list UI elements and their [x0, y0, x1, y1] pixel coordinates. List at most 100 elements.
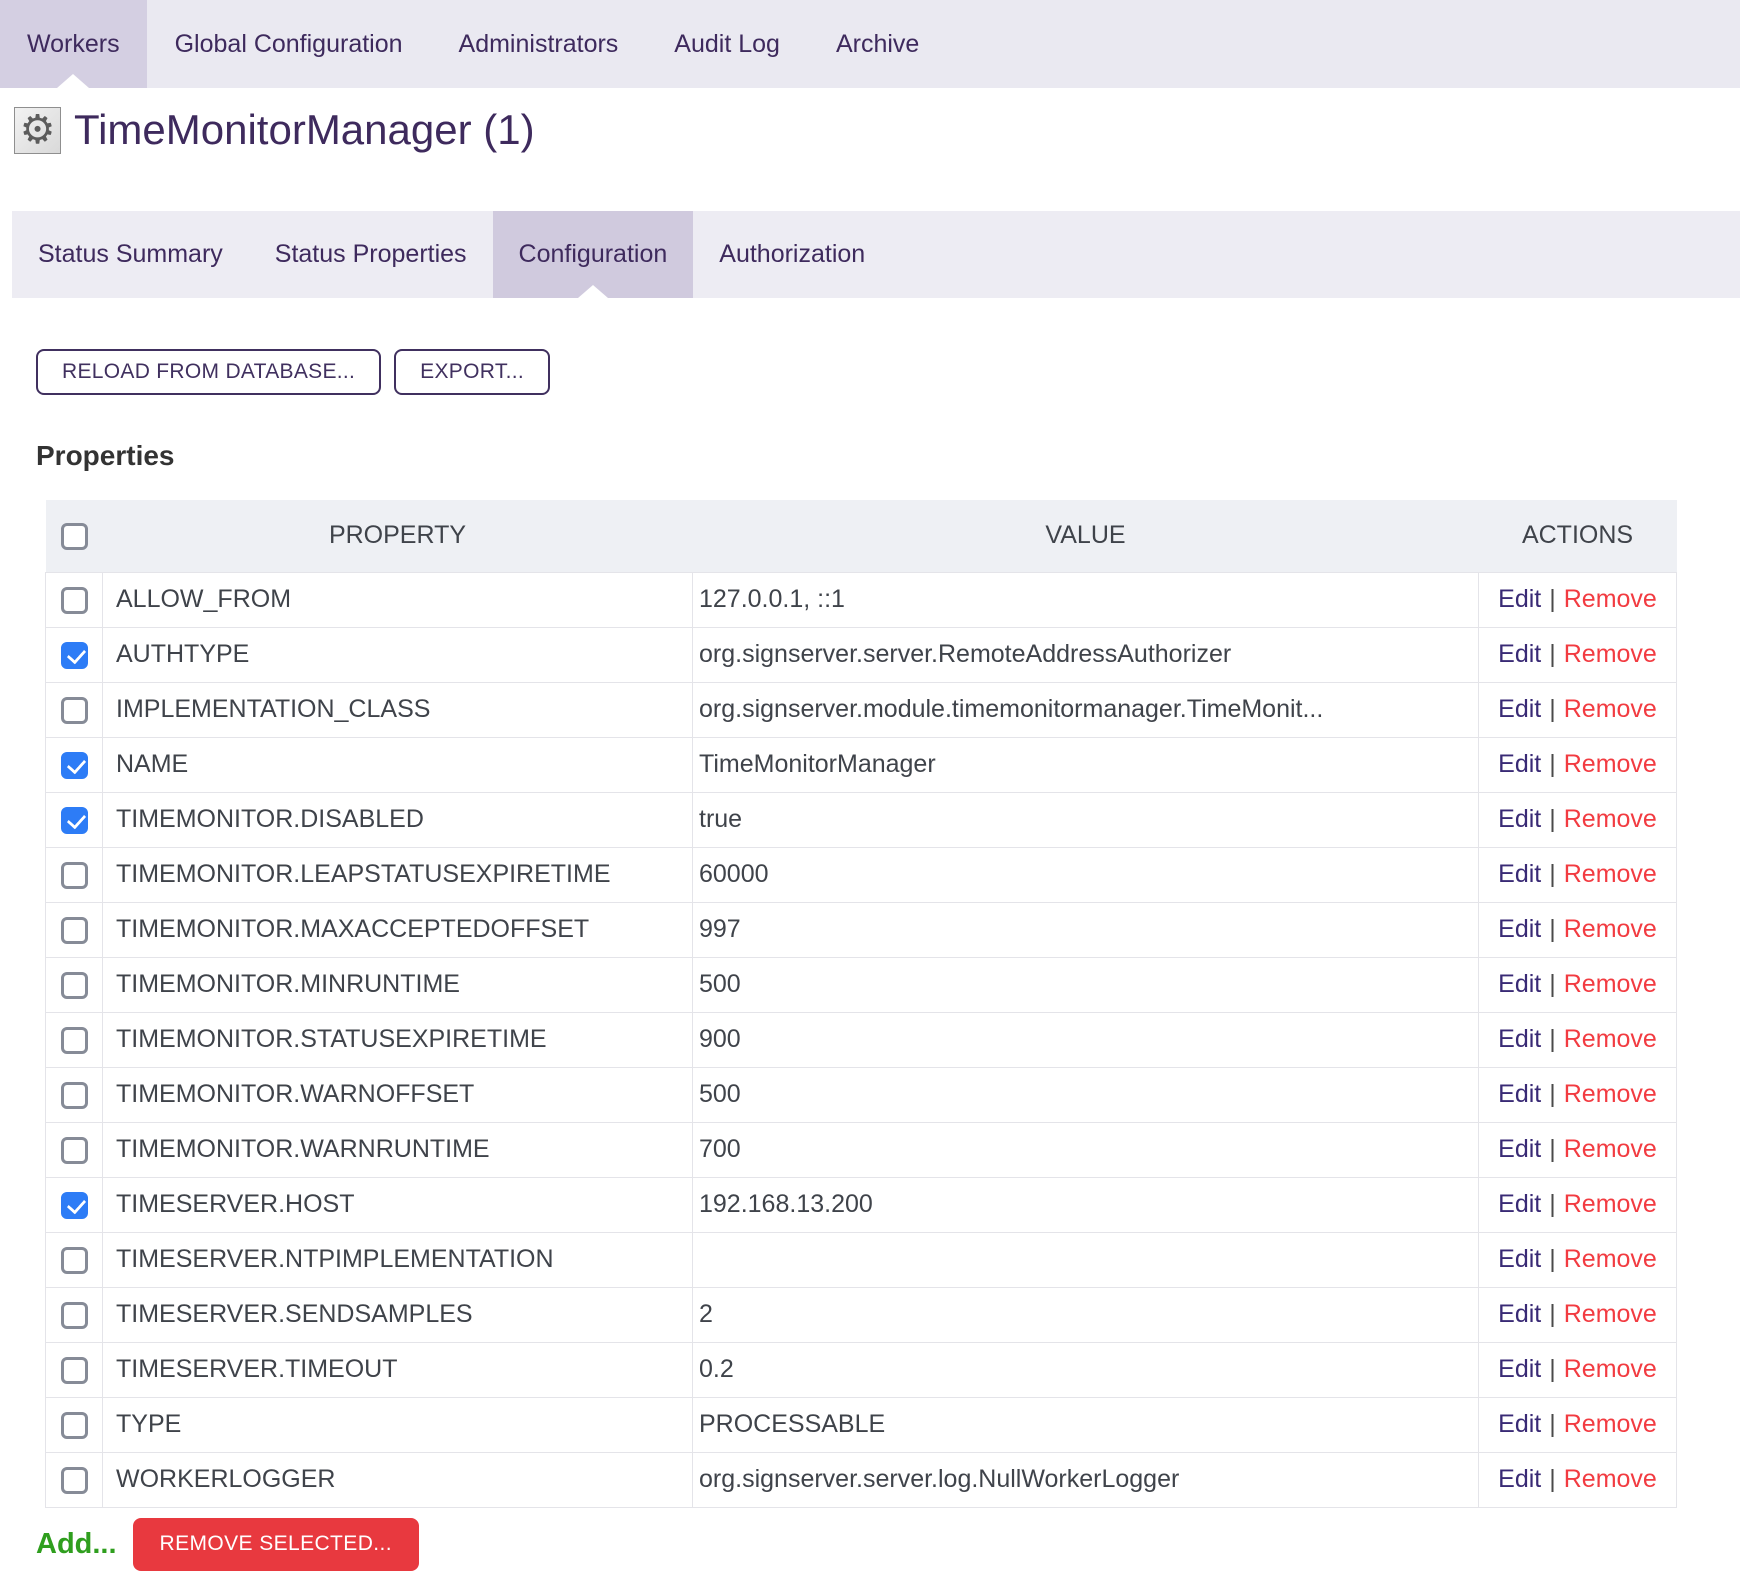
remove-link[interactable]: Remove — [1564, 1465, 1657, 1493]
table-row: TIMEMONITOR.DISABLED true Edit|Remove — [46, 792, 1677, 847]
row-checkbox[interactable] — [61, 1137, 88, 1164]
remove-link[interactable]: Remove — [1564, 805, 1657, 833]
edit-link[interactable]: Edit — [1498, 1410, 1541, 1438]
edit-link[interactable]: Edit — [1498, 1080, 1541, 1108]
actions-separator: | — [1549, 970, 1556, 998]
row-checkbox[interactable] — [61, 1467, 88, 1494]
gear-icon: ⚙ — [14, 107, 61, 154]
remove-link[interactable]: Remove — [1564, 1245, 1657, 1273]
remove-link[interactable]: Remove — [1564, 1300, 1657, 1328]
edit-link[interactable]: Edit — [1498, 1245, 1541, 1273]
actions-separator: | — [1549, 1245, 1556, 1273]
remove-link[interactable]: Remove — [1564, 585, 1657, 613]
nav-item-label: Administrators — [459, 30, 619, 59]
property-value-cell: 2 — [693, 1287, 1479, 1342]
tab-authorization[interactable]: Authorization — [693, 211, 891, 298]
edit-link[interactable]: Edit — [1498, 805, 1541, 833]
row-checkbox[interactable] — [61, 1357, 88, 1384]
remove-link[interactable]: Remove — [1564, 1355, 1657, 1383]
table-row: AUTHTYPE org.signserver.server.RemoteAdd… — [46, 627, 1677, 682]
add-link[interactable]: Add... — [36, 1528, 117, 1561]
remove-link[interactable]: Remove — [1564, 860, 1657, 888]
row-checkbox[interactable] — [61, 752, 88, 779]
row-actions-cell: Edit|Remove — [1479, 627, 1677, 682]
edit-link[interactable]: Edit — [1498, 1465, 1541, 1493]
remove-link[interactable]: Remove — [1564, 970, 1657, 998]
nav-item-workers[interactable]: Workers — [0, 0, 147, 88]
table-row: NAME TimeMonitorManager Edit|Remove — [46, 737, 1677, 792]
remove-link[interactable]: Remove — [1564, 1080, 1657, 1108]
tab-status-properties[interactable]: Status Properties — [249, 211, 493, 298]
table-row: TIMESERVER.SENDSAMPLES 2 Edit|Remove — [46, 1287, 1677, 1342]
row-checkbox[interactable] — [61, 862, 88, 889]
nav-item-audit-log[interactable]: Audit Log — [646, 0, 808, 88]
property-value-cell: 500 — [693, 957, 1479, 1012]
edit-link[interactable]: Edit — [1498, 750, 1541, 778]
row-checkbox-cell — [46, 957, 103, 1012]
remove-selected-button[interactable]: REMOVE SELECTED... — [133, 1518, 419, 1571]
edit-link[interactable]: Edit — [1498, 1355, 1541, 1383]
table-row: TIMESERVER.NTPIMPLEMENTATION Edit|Remove — [46, 1232, 1677, 1287]
edit-link[interactable]: Edit — [1498, 695, 1541, 723]
row-checkbox[interactable] — [61, 1027, 88, 1054]
properties-table-body: ALLOW_FROM 127.0.0.1, ::1 Edit|Remove AU… — [46, 572, 1677, 1507]
remove-link[interactable]: Remove — [1564, 1190, 1657, 1218]
select-all-checkbox[interactable] — [61, 523, 88, 550]
edit-link[interactable]: Edit — [1498, 915, 1541, 943]
remove-link[interactable]: Remove — [1564, 1135, 1657, 1163]
nav-item-global-configuration[interactable]: Global Configuration — [147, 0, 431, 88]
property-name-cell: WORKERLOGGER — [103, 1452, 693, 1507]
edit-link[interactable]: Edit — [1498, 1135, 1541, 1163]
row-checkbox[interactable] — [61, 1247, 88, 1274]
row-actions-cell: Edit|Remove — [1479, 1342, 1677, 1397]
row-actions-cell: Edit|Remove — [1479, 902, 1677, 957]
actions-separator: | — [1549, 585, 1556, 613]
actions-separator: | — [1549, 805, 1556, 833]
row-actions-cell: Edit | Remove — [1479, 792, 1677, 847]
remove-link[interactable]: Remove — [1564, 1410, 1657, 1438]
row-actions-cell: Edit | Remove — [1479, 1067, 1677, 1122]
row-checkbox[interactable] — [61, 697, 88, 724]
worker-tabbar: Status Summary Status Properties Configu… — [12, 211, 1740, 298]
remove-link[interactable]: Remove — [1564, 915, 1657, 943]
row-checkbox[interactable] — [61, 642, 88, 669]
property-value-cell: 997 — [693, 902, 1479, 957]
actions-separator: | — [1549, 1190, 1556, 1218]
edit-link[interactable]: Edit — [1498, 860, 1541, 888]
row-checkbox[interactable] — [61, 587, 88, 614]
row-checkbox[interactable] — [61, 1082, 88, 1109]
tab-configuration[interactable]: Configuration — [493, 211, 694, 298]
remove-link[interactable]: Remove — [1564, 1025, 1657, 1053]
property-value-cell: 700 — [693, 1122, 1479, 1177]
page-title: TimeMonitorManager (1) — [74, 106, 535, 154]
row-checkbox[interactable] — [61, 1192, 88, 1219]
export-button[interactable]: EXPORT... — [394, 349, 550, 395]
tab-status-summary[interactable]: Status Summary — [12, 211, 249, 298]
edit-link[interactable]: Edit — [1498, 1025, 1541, 1053]
row-checkbox-cell — [46, 737, 103, 792]
edit-link[interactable]: Edit — [1498, 1300, 1541, 1328]
property-value-cell — [693, 1232, 1479, 1287]
reload-from-database-button[interactable]: RELOAD FROM DATABASE... — [36, 349, 381, 395]
row-checkbox[interactable] — [61, 972, 88, 999]
remove-link[interactable]: Remove — [1564, 750, 1657, 778]
row-checkbox-cell — [46, 1012, 103, 1067]
edit-link[interactable]: Edit — [1498, 585, 1541, 613]
nav-item-archive[interactable]: Archive — [808, 0, 947, 88]
edit-link[interactable]: Edit — [1498, 640, 1541, 668]
remove-link[interactable]: Remove — [1564, 640, 1657, 668]
row-checkbox[interactable] — [61, 917, 88, 944]
property-value-cell: org.signserver.server.RemoteAddressAutho… — [693, 627, 1479, 682]
property-name-cell: TIMEMONITOR.WARNOFFSET — [103, 1067, 693, 1122]
remove-link[interactable]: Remove — [1564, 695, 1657, 723]
row-checkbox-cell — [46, 572, 103, 627]
table-row: TIMEMONITOR.MAXACCEPTEDOFFSET 997 Edit|R… — [46, 902, 1677, 957]
nav-item-administrators[interactable]: Administrators — [431, 0, 647, 88]
row-checkbox[interactable] — [61, 807, 88, 834]
edit-link[interactable]: Edit — [1498, 1190, 1541, 1218]
page-header: ⚙ TimeMonitorManager (1) — [14, 105, 1740, 155]
edit-link[interactable]: Edit — [1498, 970, 1541, 998]
row-checkbox[interactable] — [61, 1412, 88, 1439]
row-checkbox[interactable] — [61, 1302, 88, 1329]
actions-separator: | — [1549, 1080, 1556, 1108]
